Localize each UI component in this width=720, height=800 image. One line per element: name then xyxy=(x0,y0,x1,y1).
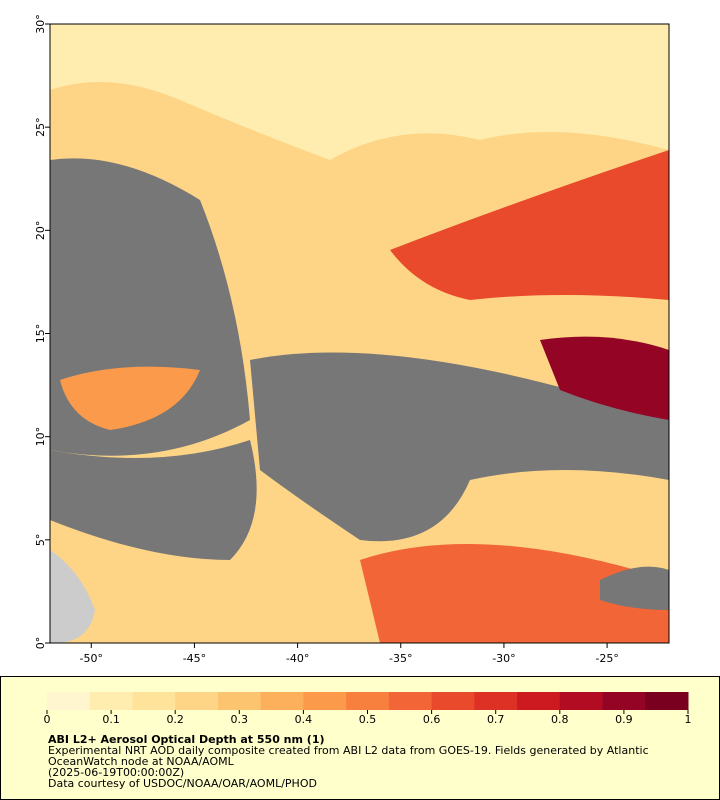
x-tick-label: -40° xyxy=(286,652,309,665)
no-data xyxy=(600,566,669,610)
y-tick-label: 0° xyxy=(34,637,47,650)
colorbar-swatch xyxy=(474,692,518,710)
y-tick-label: 10° xyxy=(34,427,47,447)
caption-line: (2025-06-19T00:00:00Z) xyxy=(48,766,184,779)
aod-field xyxy=(50,24,669,160)
colorbar-swatch xyxy=(303,692,347,710)
y-tick-label: 30° xyxy=(34,14,47,34)
colorbar-swatch xyxy=(47,692,91,710)
colorbar-swatch xyxy=(132,692,176,710)
y-tick-label: 15° xyxy=(34,324,47,344)
colorbar-tick-label: 0.9 xyxy=(615,713,633,726)
colorbar-swatch xyxy=(260,692,304,710)
colorbar-tick-label: 0 xyxy=(44,713,51,726)
colorbar-swatch xyxy=(346,692,390,710)
colorbar-swatch xyxy=(645,692,689,710)
caption-line: Experimental NRT AOD daily composite cre… xyxy=(48,744,649,757)
colorbar-tick-label: 1 xyxy=(685,713,692,726)
x-tick-label: -25° xyxy=(595,652,618,665)
caption-line: Data courtesy of USDOC/NOAA/OAR/AOML/PHO… xyxy=(48,777,317,790)
map-image xyxy=(50,24,669,643)
colorbar-swatch xyxy=(602,692,646,710)
colorbar-tick-label: 0.6 xyxy=(423,713,441,726)
colorbar-swatch xyxy=(431,692,475,710)
colorbar-swatch xyxy=(559,692,604,710)
colorbar-swatch xyxy=(388,692,433,710)
x-tick-label: -30° xyxy=(492,652,515,665)
no-data xyxy=(250,352,669,542)
x-tick-label: -45° xyxy=(183,652,206,665)
y-tick-label: 20° xyxy=(34,221,47,241)
land xyxy=(50,550,95,643)
y-tick-label: 5° xyxy=(34,534,47,547)
colorbar-swatch xyxy=(89,692,133,710)
colorbar-swatch xyxy=(217,692,262,710)
aod-field xyxy=(360,544,669,643)
aod-field xyxy=(60,366,200,430)
no-data xyxy=(50,440,257,560)
caption-line: OceanWatch node at NOAA/AOML xyxy=(48,755,235,768)
colorbar-tick-label: 0.8 xyxy=(551,713,569,726)
caption-title: ABI L2+ Aerosol Optical Depth at 550 nm … xyxy=(48,733,325,746)
colorbar-tick-label: 0.5 xyxy=(359,713,377,726)
colorbar-tick-label: 0.4 xyxy=(295,713,313,726)
aod-field xyxy=(540,336,669,420)
aod-field xyxy=(390,150,669,300)
colorbar-tick-label: 0.7 xyxy=(487,713,505,726)
x-tick-label: -50° xyxy=(80,652,103,665)
colorbar-tick-label: 0.2 xyxy=(166,713,184,726)
y-tick-label: 25° xyxy=(34,117,47,136)
colorbar-swatch xyxy=(175,692,219,710)
colorbar-tick-label: 0.3 xyxy=(231,713,249,726)
colorbar-swatch xyxy=(517,692,561,710)
colorbar-tick-label: 0.1 xyxy=(102,713,120,726)
x-tick-label: -35° xyxy=(389,652,412,665)
